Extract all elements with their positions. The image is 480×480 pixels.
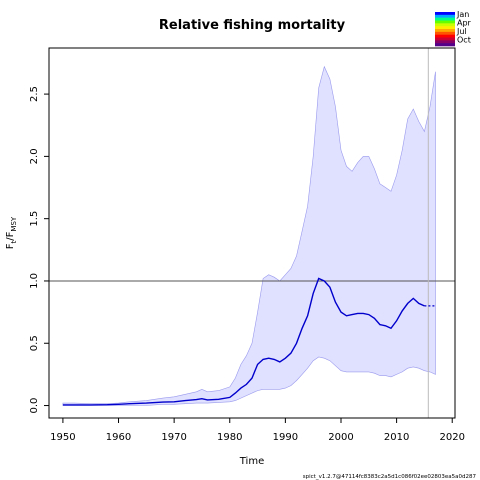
- x-tick-label: 1960: [106, 432, 131, 443]
- legend-month-label: Oct: [457, 36, 471, 45]
- y-axis: 0.0 0.5 1.0 1.5 2.0 2.5: [29, 86, 49, 413]
- x-axis-label: Time: [239, 456, 264, 467]
- x-tick-label: 1980: [217, 432, 242, 443]
- legend-color-swatch: [435, 23, 455, 27]
- y-tick-label: 1.5: [29, 211, 40, 227]
- y-tick-label: 0.0: [29, 398, 40, 414]
- plot-frame: [48, 47, 456, 419]
- legend-color-swatch: [435, 40, 455, 44]
- legend-color-swatch: [435, 17, 455, 21]
- x-axis: 1950 1960 1970 1980 1990 2000 2010 2020: [50, 418, 465, 443]
- chart-title: Relative fishing mortality: [159, 18, 346, 33]
- legend-color-swatch: [435, 20, 455, 24]
- confidence-band: [62, 65, 436, 406]
- x-tick-label: 1990: [273, 432, 298, 443]
- x-tick-label: 1950: [50, 432, 75, 443]
- legend-month-label: Apr: [457, 19, 472, 28]
- legend-month-label: Jul: [456, 27, 467, 36]
- legend-color-swatch: [435, 29, 455, 33]
- version-footer: spict_v1.2.7@47114fc8383c2a5d1c086f02ee0…: [303, 474, 477, 480]
- plot-area: [49, 48, 455, 418]
- y-tick-label: 2.0: [29, 148, 40, 164]
- legend-color-swatch: [435, 12, 455, 16]
- y-tick-label: 1.0: [29, 273, 40, 289]
- legend-color-swatch: [435, 31, 455, 35]
- x-tick-label: 2010: [384, 432, 409, 443]
- legend-color-swatch: [435, 34, 455, 38]
- legend-color-swatch: [435, 14, 455, 18]
- estimate-line: [62, 277, 425, 406]
- y-axis-label: Ft/FMSY: [5, 216, 18, 249]
- y-tick-label: 2.5: [29, 86, 40, 102]
- legend-color-swatch: [435, 43, 455, 47]
- legend-color-swatch: [435, 26, 455, 30]
- x-tick-label: 2020: [439, 432, 464, 443]
- y-tick-label: 0.5: [29, 335, 40, 351]
- x-tick-label: 1970: [161, 432, 186, 443]
- x-tick-label: 2000: [328, 432, 353, 443]
- legend-month-label: Jan: [456, 10, 469, 19]
- legend-color-swatch: [435, 37, 455, 41]
